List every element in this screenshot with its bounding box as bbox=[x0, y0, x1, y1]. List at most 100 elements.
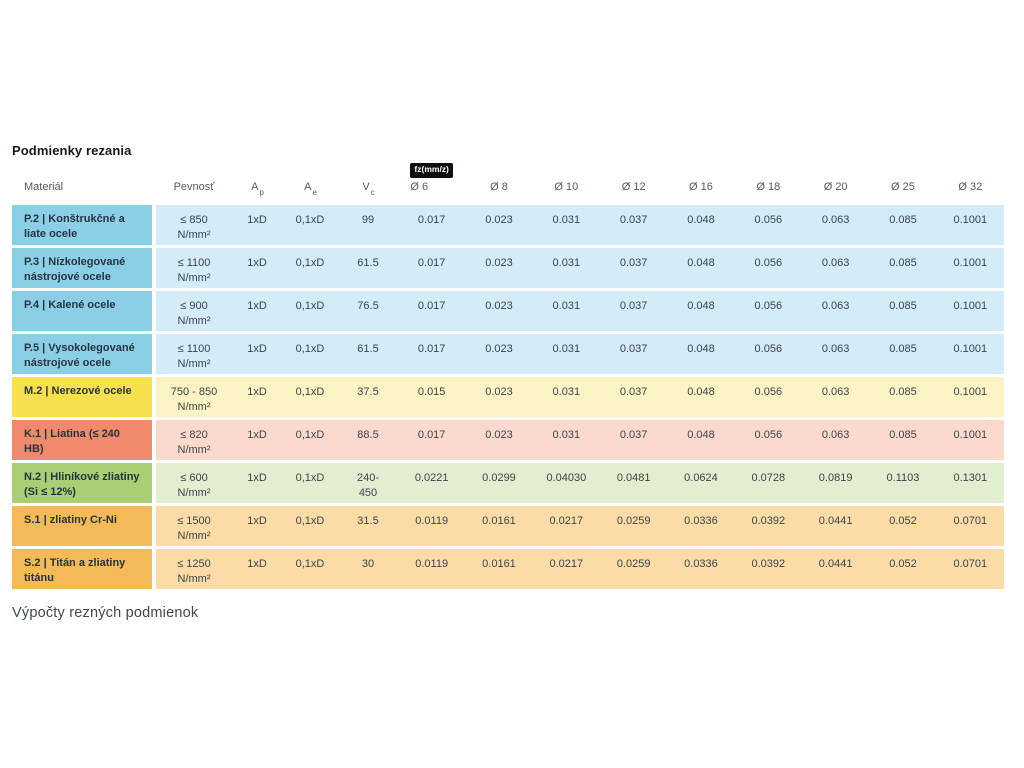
ap-cell: 1xD bbox=[247, 300, 267, 312]
fz-value-cell: 0.017 bbox=[417, 429, 446, 441]
vc-cell: 31.5 bbox=[357, 515, 379, 527]
vc-cell: 240- 450 bbox=[356, 472, 380, 500]
fz-value-cell: 0.0441 bbox=[818, 558, 853, 570]
fz-value-cell: 0.1001 bbox=[953, 429, 988, 441]
fz-value-cell: 0.0259 bbox=[616, 558, 651, 570]
fz-value-cell: 0.0624 bbox=[684, 472, 718, 484]
row-data-strip: ≤ 820 N/mm² 1xD 0,1xD 88.5 0.017 0.023 0.03… bbox=[156, 420, 1004, 460]
table-row: N.2 | Hliníkové zliatiny (Si ≤ 12%) ≤ 60… bbox=[12, 463, 1004, 503]
fz-value-cell: 0.085 bbox=[889, 214, 917, 226]
table-row: P.4 | Kalené ocele ≤ 900 N/mm² 1xD 0,1xD … bbox=[12, 291, 1004, 331]
ap-cell: 1xD bbox=[247, 558, 267, 570]
material-cell: P.3 | Nízkolegované nástrojové ocele bbox=[12, 248, 152, 288]
ae-cell: 0,1xD bbox=[295, 429, 325, 441]
table-header-row: Materiál Pevnosť Ap Ae Vc fz(mm/z) Ø 6 Ø 8… bbox=[12, 162, 1004, 199]
material-cell: P.2 | Konštrukčné a liate ocele bbox=[12, 205, 152, 245]
fz-value-cell: 0.031 bbox=[552, 343, 581, 355]
fz-value-cell: 0.063 bbox=[821, 257, 850, 269]
ae-cell: 0,1xD bbox=[295, 343, 325, 355]
fz-value-cell: 0.0161 bbox=[482, 515, 516, 527]
fz-value-cell: 0.052 bbox=[889, 515, 917, 527]
fz-value-cell: 0.048 bbox=[687, 386, 715, 398]
fz-value-cell: 0.017 bbox=[417, 343, 446, 355]
cutting-conditions-table: Materiál Pevnosť Ap Ae Vc fz(mm/z) Ø 6 Ø 8… bbox=[12, 162, 1004, 592]
fz-value-cell: 0.063 bbox=[821, 386, 850, 398]
row-data-strip: ≤ 600 N/mm² 1xD 0,1xD 240- 450 0.0221 0.029… bbox=[156, 463, 1004, 503]
fz-value-cell: 0.037 bbox=[619, 257, 648, 269]
fz-value-cell: 0.056 bbox=[754, 300, 783, 312]
table-row: S.1 | zliatiny Cr-Ni ≤ 1500 N/mm² 1xD 0,1… bbox=[12, 506, 1004, 546]
material-cell: N.2 | Hliníkové zliatiny (Si ≤ 12%) bbox=[12, 463, 152, 503]
column-header-diameter: Ø 8 bbox=[465, 167, 532, 199]
vc-cell: 88.5 bbox=[357, 429, 379, 441]
fz-value-cell: 0.031 bbox=[552, 214, 581, 226]
page-title: Podmienky rezania bbox=[12, 143, 132, 158]
fz-value-cell: 0.0119 bbox=[415, 515, 449, 527]
diameter-header-label: Ø 25 bbox=[891, 180, 915, 193]
table-row: K.1 | Liatina (≤ 240 HB) ≤ 820 N/mm² 1xD … bbox=[12, 420, 1004, 460]
fz-value-cell: 0.048 bbox=[687, 214, 715, 226]
fz-value-cell: 0.0819 bbox=[818, 472, 853, 484]
material-cell: P.5 | Vysokolegované nástrojové ocele bbox=[12, 334, 152, 374]
fz-value-cell: 0.037 bbox=[619, 343, 648, 355]
diameter-header-label: Ø 20 bbox=[823, 180, 848, 193]
fz-value-cell: 0.056 bbox=[754, 429, 783, 441]
fz-value-cell: 0.0336 bbox=[684, 515, 718, 527]
fz-value-cell: 0.056 bbox=[754, 257, 783, 269]
footer-text: Výpočty rezných podmienok bbox=[12, 605, 199, 621]
fz-value-cell: 0.0392 bbox=[751, 515, 786, 527]
column-header-diameter: Ø 16 bbox=[667, 167, 734, 199]
fz-value-cell: 0.023 bbox=[485, 257, 513, 269]
fz-value-cell: 0.037 bbox=[619, 300, 648, 312]
row-data-strip: ≤ 1100 N/mm² 1xD 0,1xD 61.5 0.017 0.023 0.0… bbox=[156, 248, 1004, 288]
fz-value-cell: 0.0119 bbox=[415, 558, 449, 570]
fz-value-cell: 0.1001 bbox=[953, 300, 988, 312]
fz-value-cell: 0.0299 bbox=[482, 472, 516, 484]
vc-cell: 37.5 bbox=[357, 386, 379, 398]
vc-cell: 61.5 bbox=[357, 257, 379, 269]
material-cell: K.1 | Liatina (≤ 240 HB) bbox=[12, 420, 152, 460]
fz-value-cell: 0.031 bbox=[552, 257, 581, 269]
ap-cell: 1xD bbox=[247, 257, 267, 269]
fz-value-cell: 0.023 bbox=[485, 386, 513, 398]
table-row: M.2 | Nerezové ocele 750 - 850 N/mm² 1xD … bbox=[12, 377, 1004, 417]
fz-value-cell: 0.0481 bbox=[616, 472, 651, 484]
fz-value-cell: 0.085 bbox=[889, 257, 917, 269]
column-header-pevnost: Pevnosť bbox=[173, 180, 215, 193]
ae-cell: 0,1xD bbox=[295, 515, 325, 527]
fz-value-cell: 0.048 bbox=[687, 343, 715, 355]
fz-value-cell: 0.037 bbox=[619, 214, 648, 226]
fz-value-cell: 0.017 bbox=[417, 257, 446, 269]
column-header-diameter: Ø 20 bbox=[802, 167, 869, 199]
column-header-diameter: Ø 10 bbox=[533, 167, 600, 199]
fz-value-cell: 0.048 bbox=[687, 257, 715, 269]
fz-value-cell: 0.063 bbox=[821, 214, 850, 226]
fz-value-cell: 0.023 bbox=[485, 343, 513, 355]
fz-value-cell: 0.1001 bbox=[953, 386, 988, 398]
vc-cell: 30 bbox=[361, 558, 375, 570]
fz-value-cell: 0.1001 bbox=[953, 214, 988, 226]
ae-cell: 0,1xD bbox=[295, 472, 325, 484]
vc-cell: 99 bbox=[361, 214, 375, 226]
vc-cell: 76.5 bbox=[357, 300, 379, 312]
column-header-diameter: Ø 25 bbox=[869, 167, 936, 199]
diameter-header-label: Ø 18 bbox=[756, 180, 781, 193]
fz-value-cell: 0.1103 bbox=[886, 472, 920, 484]
ae-cell: 0,1xD bbox=[295, 300, 325, 312]
fz-value-cell: 0.063 bbox=[821, 429, 850, 441]
fz-value-cell: 0.048 bbox=[687, 300, 715, 312]
column-header-diameter: fz(mm/z) Ø 6 bbox=[398, 162, 465, 199]
pevnost-cell: ≤ 1100 N/mm² bbox=[177, 257, 211, 285]
diameter-header-label: Ø 16 bbox=[689, 180, 713, 193]
fz-value-cell: 0.056 bbox=[754, 343, 783, 355]
fz-value-cell: 0.085 bbox=[889, 429, 917, 441]
pevnost-cell: ≤ 1250 N/mm² bbox=[177, 558, 211, 586]
fz-value-cell: 0.031 bbox=[552, 300, 581, 312]
fz-value-cell: 0.0161 bbox=[482, 558, 516, 570]
fz-value-cell: 0.085 bbox=[889, 343, 917, 355]
table-row: P.2 | Konštrukčné a liate ocele ≤ 850 N/m… bbox=[12, 205, 1004, 245]
fz-value-cell: 0.04030 bbox=[546, 472, 587, 484]
fz-value-cell: 0.0728 bbox=[751, 472, 786, 484]
column-header-vc: Vc bbox=[362, 180, 375, 197]
ae-cell: 0,1xD bbox=[295, 257, 325, 269]
